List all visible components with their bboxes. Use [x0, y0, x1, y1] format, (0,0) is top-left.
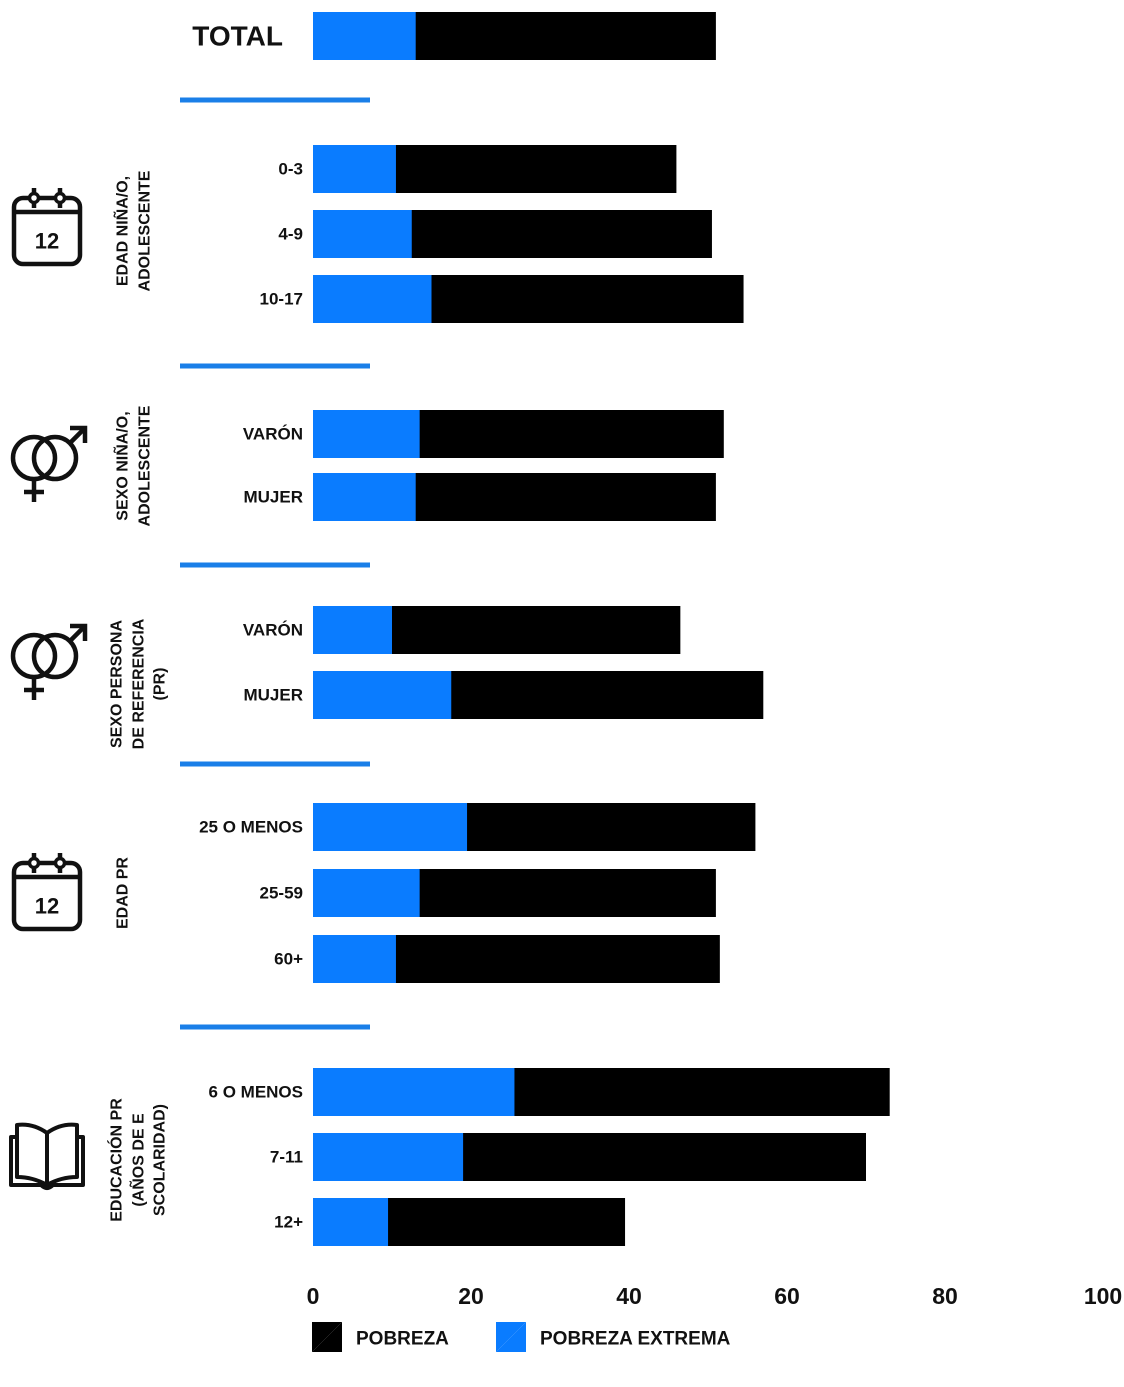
bar-pobreza-extrema — [313, 869, 420, 917]
x-axis: 0 20 40 60 80 100 — [307, 1283, 1123, 1309]
legend-swatch-half — [312, 1322, 342, 1352]
group-2: VARÓN MUJER SEXO NIÑA/O, ADOLESCENTE — [10, 363, 724, 526]
bar-pobreza-extrema — [313, 606, 392, 654]
group-title-line: SEXO PERSONA — [109, 620, 126, 748]
category-label: VARÓN — [243, 621, 303, 640]
x-tick-label: 60 — [774, 1283, 800, 1309]
bar-pobreza-extrema — [313, 473, 416, 521]
group-5: 6 O MENOS 7-11 12+ EDUCACIÓN PR (AÑOS DE E SC… — [9, 1024, 890, 1246]
category-label: TOTAL — [192, 21, 283, 52]
group-title-line: (PR) — [152, 668, 169, 701]
group-title-line: (AÑOS DE E — [128, 1113, 148, 1207]
category-label: 25-59 — [260, 884, 303, 903]
legend-item: POBREZA — [312, 1322, 449, 1352]
calendar-icon: 12 — [11, 188, 83, 267]
calendar-icon-number: 12 — [35, 229, 59, 254]
category-groups: 0-3 4-9 10-17 EDAD NIÑA/O, ADOLESCENTE 12 VARÓ… — [9, 97, 890, 1246]
x-tick-label: 100 — [1084, 1283, 1122, 1309]
group-title-line: SEXO NIÑA/O, — [112, 411, 132, 520]
bar-pobreza-extrema — [313, 410, 420, 458]
legend: POBREZA POBREZA EXTREMA — [312, 1322, 731, 1352]
bar-pobreza-extrema — [313, 275, 432, 323]
bar-pobreza-extrema — [313, 935, 396, 983]
category-label: VARÓN — [243, 425, 303, 444]
legend-label: POBREZA — [356, 1329, 449, 1350]
legend-swatch-half — [496, 1322, 526, 1352]
calendar-icon-number: 12 — [35, 894, 59, 919]
group-title-line: EDUCACIÓN PR — [107, 1098, 126, 1222]
category-label: 12+ — [274, 1213, 303, 1232]
x-tick-label: 20 — [458, 1283, 484, 1309]
category-label: 4-9 — [278, 225, 303, 244]
group-title-line: DE REFERENCIA — [131, 618, 148, 749]
legend-label: POBREZA EXTREMA — [540, 1329, 731, 1350]
bar-pobreza-extrema — [313, 1133, 464, 1181]
group-title-line: EDAD NIÑA/O, — [112, 176, 132, 286]
group-title-line: ADOLESCENTE — [137, 170, 154, 291]
x-tick-label: 0 — [307, 1283, 320, 1309]
x-tick-label: 80 — [932, 1283, 958, 1309]
group-title-line: EDAD PR — [115, 857, 132, 929]
bar-pobreza-extrema — [313, 210, 412, 258]
category-label: MUJER — [243, 488, 303, 507]
bar-pobreza-extrema — [313, 12, 416, 60]
gender-icon — [10, 425, 88, 502]
category-label: 6 O MENOS — [209, 1083, 303, 1102]
calendar-icon: 12 — [11, 853, 83, 932]
bar-pobreza-extrema — [313, 1068, 515, 1116]
group-title-line: SCOLARIDAD) — [152, 1104, 169, 1216]
group-4: 25 O MENOS 25-59 60+ EDAD PR 12 — [11, 761, 756, 983]
category-label: 25 O MENOS — [199, 818, 303, 837]
x-tick-label: 40 — [616, 1283, 642, 1309]
bar-pobreza-extrema — [313, 145, 396, 193]
category-label: 0-3 — [278, 160, 303, 179]
bar-pobreza-extrema — [313, 803, 468, 851]
category-label: MUJER — [243, 686, 303, 705]
category-label: 10-17 — [260, 290, 303, 309]
gender-icon — [10, 623, 88, 700]
bar-pobreza-extrema — [313, 1198, 389, 1246]
legend-item: POBREZA EXTREMA — [496, 1322, 731, 1352]
group-title-line: ADOLESCENTE — [137, 405, 154, 526]
category-label: 60+ — [274, 950, 303, 969]
group-1: 0-3 4-9 10-17 EDAD NIÑA/O, ADOLESCENTE 12 — [11, 97, 744, 323]
bar-pobreza-extrema — [313, 671, 452, 719]
book-icon — [9, 1122, 85, 1190]
category-label: 7-11 — [270, 1148, 303, 1167]
group-3: VARÓN MUJER SEXO PERSONA DE REFERENCIA (PR) — [10, 562, 764, 749]
total-row: TOTAL — [192, 12, 716, 60]
